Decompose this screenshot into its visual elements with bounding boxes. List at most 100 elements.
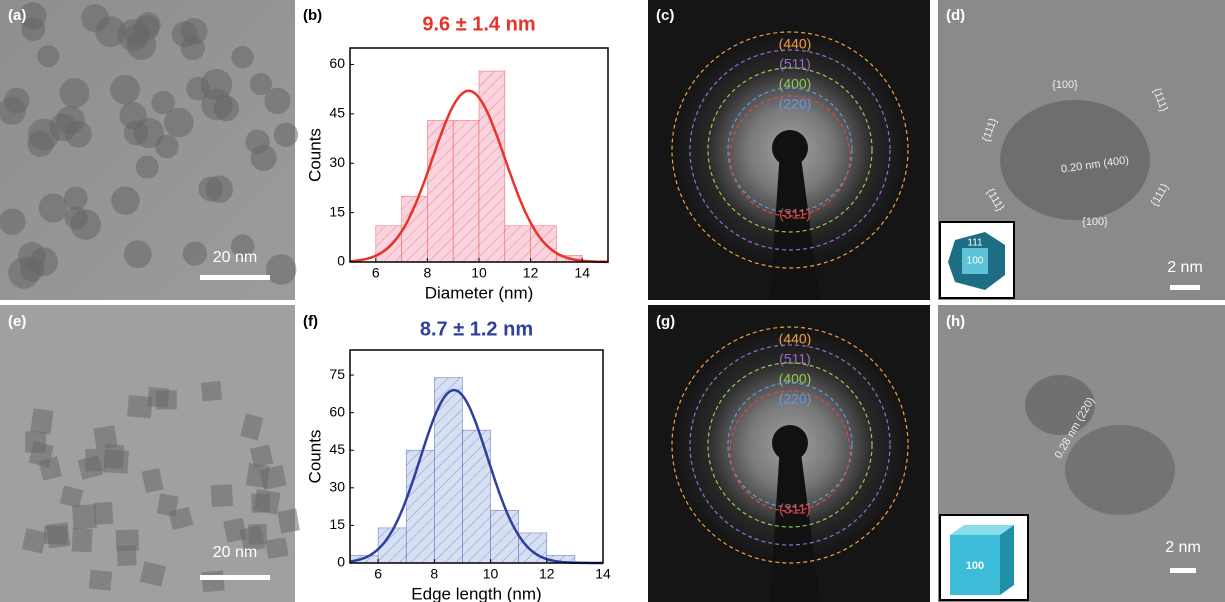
crystal — [1000, 100, 1150, 220]
particle — [70, 209, 101, 240]
bar — [375, 225, 402, 263]
inset-label: 111 — [967, 238, 983, 249]
diffraction-ring — [727, 87, 853, 213]
particle — [156, 493, 179, 517]
ring-label: (440) — [779, 36, 812, 52]
particle — [119, 101, 147, 130]
scale-label: 20 nm — [213, 544, 257, 561]
y-tick-label: 0 — [337, 554, 345, 570]
particle — [21, 17, 46, 42]
particle — [182, 241, 208, 266]
particle — [240, 413, 264, 441]
panel-label: (h) — [946, 313, 965, 330]
particle — [85, 448, 105, 472]
diffraction-ring — [689, 49, 891, 251]
particle — [273, 122, 299, 147]
particle — [249, 444, 274, 468]
particle — [265, 537, 289, 559]
y-axis-label: Counts — [305, 128, 324, 182]
particle — [72, 504, 97, 530]
bar — [478, 70, 506, 263]
particle — [155, 390, 177, 410]
cube-top — [950, 525, 1014, 535]
x-axis-label: Edge length (nm) — [411, 584, 541, 602]
panel-label: (g) — [656, 313, 675, 330]
particle — [123, 240, 152, 269]
x-tick-label: 6 — [374, 566, 382, 582]
y-tick-label: 30 — [329, 479, 345, 495]
particle — [64, 186, 88, 210]
particle — [210, 484, 234, 508]
panel-label: (d) — [946, 7, 965, 24]
particle — [30, 408, 54, 435]
particle — [110, 74, 140, 105]
panel-label: (f) — [303, 313, 318, 330]
bar — [490, 510, 519, 564]
cube-front — [950, 535, 1000, 595]
particle — [168, 506, 194, 531]
particle — [71, 527, 93, 553]
diffraction-ring — [671, 31, 909, 269]
crystal — [1025, 375, 1095, 435]
particle — [116, 545, 137, 567]
particle — [277, 508, 300, 534]
particle — [265, 254, 297, 285]
particle — [249, 72, 273, 96]
particle — [133, 15, 160, 41]
particle — [198, 176, 224, 202]
ring-label: (311) — [779, 501, 811, 517]
chart-title: 9.6 ± 1.4 nm — [422, 13, 535, 35]
panel-label: (b) — [303, 7, 322, 24]
x-tick-label: 8 — [424, 265, 432, 281]
crystal — [1065, 425, 1175, 515]
diffraction-ring — [671, 326, 909, 564]
ring-label: (220) — [779, 96, 812, 112]
particle — [81, 4, 110, 33]
scale-bar — [200, 575, 270, 580]
y-tick-label: 30 — [329, 154, 345, 170]
diffraction-ring — [729, 390, 851, 512]
particle — [201, 570, 225, 593]
particle — [0, 96, 26, 125]
ring-label: (511) — [779, 56, 811, 72]
x-tick-label: 14 — [595, 566, 611, 582]
x-axis-label: Diameter (nm) — [425, 283, 534, 302]
particle — [230, 234, 255, 258]
y-tick-label: 75 — [329, 366, 345, 382]
scale-bar — [1170, 568, 1196, 573]
scale-bar — [200, 275, 270, 280]
scale-bar — [1170, 285, 1200, 290]
bar — [452, 120, 480, 263]
diffraction-ring — [689, 344, 891, 546]
particle — [251, 493, 271, 513]
particle — [0, 208, 26, 236]
ring-label: (400) — [779, 371, 812, 387]
particle — [88, 569, 113, 591]
particle — [111, 186, 140, 215]
particle — [93, 501, 114, 525]
x-tick-label: 10 — [483, 566, 499, 582]
particle — [38, 193, 68, 223]
bar — [405, 449, 435, 564]
particle — [239, 524, 266, 553]
y-tick-label: 15 — [329, 203, 345, 219]
fit-curve — [349, 388, 603, 565]
ring-label: (220) — [779, 391, 812, 407]
particle — [25, 431, 47, 453]
inset-label: 100 — [967, 256, 984, 267]
ring-label: (311) — [779, 206, 811, 222]
diffraction-ring — [729, 95, 851, 217]
chart-title: 8.7 ± 1.2 nm — [420, 318, 533, 340]
diffraction-ring — [727, 382, 853, 508]
facet-label: {100} — [1052, 79, 1078, 91]
ring-label: (511) — [779, 351, 811, 367]
particle — [151, 90, 175, 115]
facet-label: {100} — [1082, 216, 1108, 228]
particle — [259, 464, 287, 491]
particle — [201, 88, 233, 121]
beam-stop — [772, 425, 808, 461]
fit-curve — [349, 89, 608, 264]
ring-label: (440) — [779, 331, 812, 347]
cube-side — [1000, 525, 1014, 595]
